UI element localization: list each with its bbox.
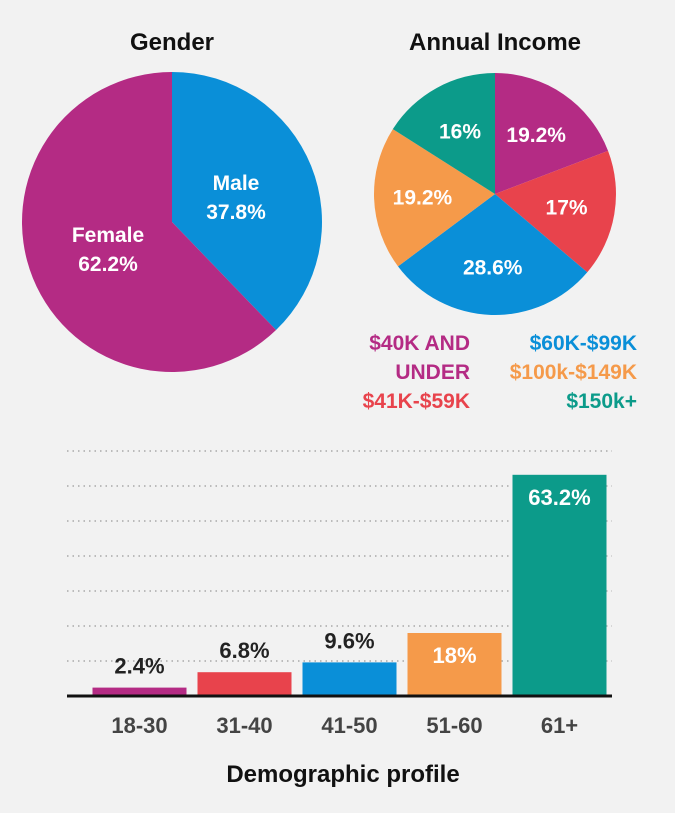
income-slice-4 — [374, 129, 495, 267]
bar-value-label: 9.6% — [324, 628, 374, 653]
income-pie-title: Annual Income — [409, 29, 581, 56]
income-slice-2 — [495, 150, 616, 273]
legend-item-150k-plus: $150k+ — [566, 390, 637, 413]
bar-value-label: 6.8% — [219, 638, 269, 663]
bar-61+ — [512, 474, 607, 696]
x-tick-label: 31-40 — [216, 713, 272, 738]
bar-value-label: 63.2% — [528, 485, 590, 510]
bar-18-30 — [92, 687, 187, 696]
legend-item-100k-149k: $100k-$149K — [510, 361, 637, 384]
gender-slice-male — [172, 72, 322, 331]
x-tick-label: 41-50 — [321, 713, 377, 738]
legend-item-60k-99k: $60K-$99K — [530, 332, 637, 355]
legend-item-40k-and-under: $40K AND — [369, 332, 470, 355]
income-slice-1 — [495, 73, 609, 194]
gender-slice-category-label: Male — [213, 172, 260, 195]
x-tick-label: 18-30 — [111, 713, 167, 738]
gender-slice-percent-label: 37.8% — [206, 201, 266, 224]
income-slice-3 — [398, 194, 588, 315]
legend-item-41k-59k: $41K-$59K — [363, 390, 470, 413]
income-slice-label: 28.6% — [463, 257, 523, 280]
bar-value-label: 2.4% — [114, 654, 164, 679]
gender-pie-title: Gender — [130, 29, 214, 56]
bar-51-60 — [407, 633, 502, 696]
income-legend: $40K AND UNDER $41K-$59K $60K-$99K $100k-$14… — [363, 332, 637, 413]
bar-31-40 — [197, 672, 292, 696]
legend-item-40k-and-under: UNDER — [395, 361, 470, 384]
income-slice-label: 16% — [439, 120, 481, 143]
gender-slice-female — [21, 72, 277, 372]
x-tick-label: 51-60 — [426, 713, 482, 738]
income-slice-label: 19.2% — [393, 187, 453, 210]
income-pie-chart: Annual Income 19.2% 17% 28.6% 19.2% 16% — [374, 29, 616, 315]
gender-slice-percent-label: 62.2% — [78, 253, 138, 276]
bar-value-label: 18% — [432, 643, 476, 668]
x-tick-label: 61+ — [541, 713, 578, 738]
income-slice-label: 17% — [546, 196, 588, 219]
income-slice-label: 19.2% — [506, 124, 566, 147]
income-slice-5 — [392, 73, 495, 194]
bar-41-50 — [302, 662, 397, 696]
gender-slice-category-label: Female — [72, 224, 144, 247]
demographic-bar-chart: 2.4% 18-30 6.8% 31-40 9.6% 41-50 18% 51-60 63.2%… — [67, 450, 612, 788]
x-axis-title: Demographic profile — [226, 761, 459, 788]
gender-pie-chart: Gender Male 37.8% Female 62.2% — [21, 29, 322, 372]
